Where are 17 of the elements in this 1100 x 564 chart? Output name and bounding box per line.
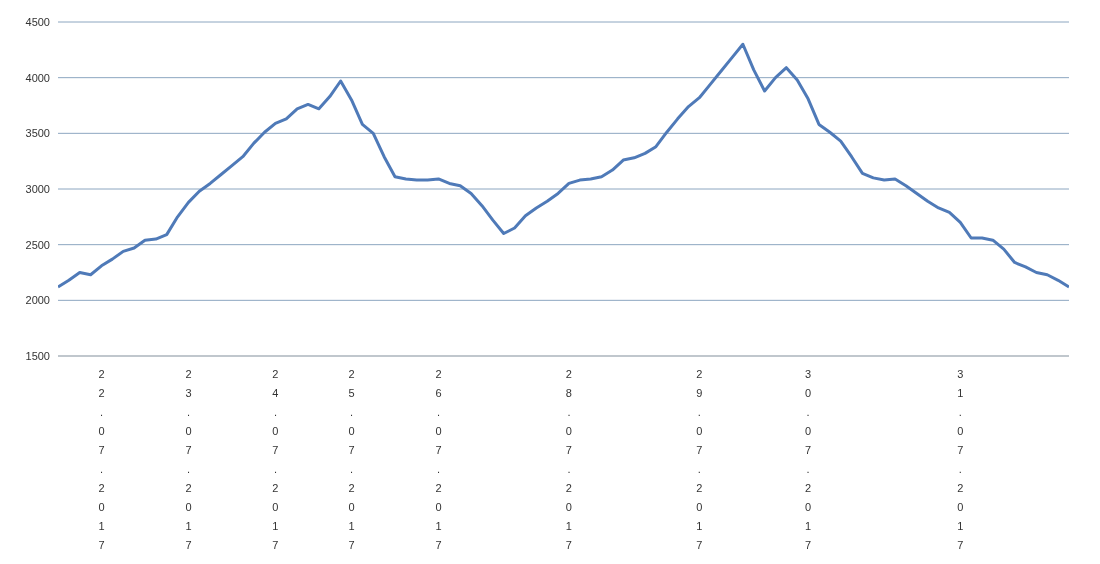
y-tick-label: 2500: [25, 238, 50, 251]
category-label: 25.07.2017: [348, 368, 355, 551]
category-label: 26.07.2017: [435, 368, 442, 551]
category-label: 29.07.2017: [696, 368, 703, 551]
category-label: 24.07.2017: [272, 368, 279, 551]
y-tick-label: 1500: [25, 349, 50, 362]
category-label: 22.07.2017: [98, 368, 105, 551]
y-tick-label: 3500: [25, 127, 50, 140]
y-tick-label: 4000: [25, 71, 50, 84]
category-label: 31.07.2017: [957, 368, 964, 551]
category-label: 28.07.2017: [565, 368, 572, 551]
category-label: 23.07.2017: [185, 368, 192, 551]
y-tick-label: 3000: [25, 182, 50, 195]
line-series: [58, 42, 1069, 289]
y-tick-label: 2000: [25, 294, 50, 307]
category-label: 30.07.2017: [805, 368, 812, 551]
y-tick-label: 4500: [25, 15, 50, 28]
